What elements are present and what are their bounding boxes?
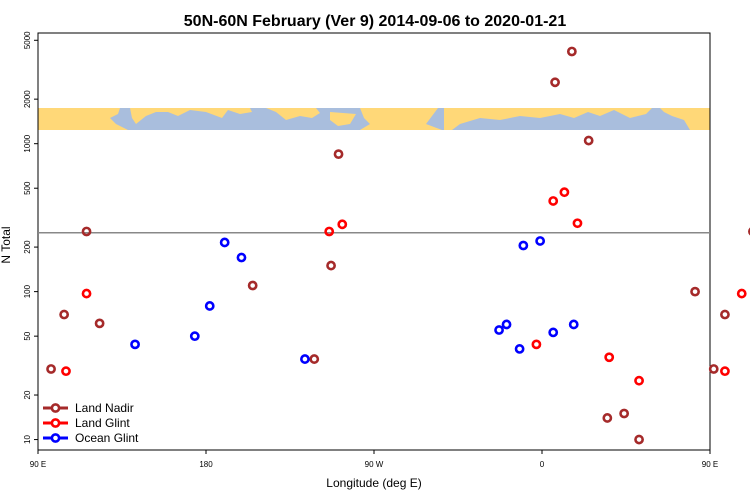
land-nadir-point bbox=[94, 318, 105, 329]
land-nadir-point bbox=[619, 408, 630, 419]
y-axis-label: N Total bbox=[0, 226, 13, 263]
land-glint-point bbox=[604, 352, 615, 363]
ocean-glint-point bbox=[535, 236, 546, 246]
map-land-asia bbox=[38, 108, 128, 130]
land-nadir-point bbox=[81, 226, 92, 237]
land-glint-point bbox=[324, 226, 335, 237]
ocean-glint-point bbox=[501, 319, 512, 330]
land-glint-point bbox=[720, 366, 730, 377]
land-nadir-point bbox=[748, 227, 750, 236]
land-glint-point bbox=[548, 196, 559, 206]
data-points bbox=[46, 46, 750, 445]
land-glint-point bbox=[572, 218, 583, 229]
land-nadir-point bbox=[59, 309, 70, 320]
land-glint-point bbox=[61, 366, 71, 377]
y-tick-label: 20 bbox=[23, 390, 32, 399]
y-tick-label: 500 bbox=[23, 181, 32, 195]
legend-marker-land-glint bbox=[50, 418, 61, 428]
land-nadir-point bbox=[309, 354, 320, 364]
land-nadir-point bbox=[690, 286, 700, 297]
legend-label-land-nadir: Land Nadir bbox=[75, 401, 134, 415]
chart-title: 50N-60N February (Ver 9) 2014-09-06 to 2… bbox=[184, 13, 567, 30]
y-axis: 10 20 50 100 200 500 1000 2000 5000 bbox=[23, 31, 38, 444]
world-map-band bbox=[38, 108, 710, 130]
ocean-glint-point bbox=[548, 327, 559, 338]
x-tick-label: 180 bbox=[199, 460, 213, 469]
land-nadir-point bbox=[247, 280, 258, 291]
map-land-pacific-fringe bbox=[660, 108, 710, 130]
legend-marker-land-nadir bbox=[50, 403, 61, 413]
x-axis-label: Longitude (deg E) bbox=[326, 476, 421, 490]
ocean-glint-point bbox=[130, 339, 140, 350]
ocean-glint-point bbox=[300, 354, 310, 364]
map-land-greenland-europe bbox=[360, 108, 442, 130]
legend-marker-ocean-glint bbox=[50, 433, 61, 443]
land-nadir-point bbox=[550, 77, 560, 88]
land-nadir-point bbox=[583, 135, 594, 146]
y-tick-label: 100 bbox=[23, 284, 32, 298]
map-land-americas bbox=[266, 108, 356, 126]
y-tick-label: 2000 bbox=[23, 90, 32, 108]
legend-label-land-glint: Land Glint bbox=[75, 416, 130, 430]
land-glint-point bbox=[337, 219, 348, 230]
map-land-east-asia bbox=[130, 108, 252, 124]
ocean-glint-point bbox=[518, 240, 529, 251]
ocean-glint-point bbox=[204, 301, 215, 311]
plot-frame bbox=[37, 32, 711, 451]
x-tick-label: 0 bbox=[540, 460, 545, 469]
ocean-glint-point bbox=[189, 331, 200, 342]
x-tick-label: 90 W bbox=[365, 460, 384, 469]
land-nadir-point bbox=[333, 149, 344, 160]
land-nadir-point bbox=[720, 309, 730, 320]
land-glint-point bbox=[81, 288, 92, 299]
land-nadir-point bbox=[602, 413, 613, 423]
land-nadir-point bbox=[326, 260, 336, 271]
x-axis: 90 E 180 90 W 0 90 E bbox=[30, 450, 718, 469]
land-glint-point bbox=[559, 187, 570, 198]
ocean-glint-point bbox=[568, 319, 579, 330]
land-glint-point bbox=[736, 288, 747, 299]
map-land-eurasia bbox=[444, 108, 652, 130]
land-glint-point bbox=[634, 375, 644, 386]
land-nadir-point bbox=[566, 46, 577, 57]
ocean-glint-point bbox=[514, 344, 525, 354]
ocean-glint-point bbox=[494, 325, 504, 335]
x-tick-label: 90 E bbox=[702, 460, 718, 469]
y-tick-label: 200 bbox=[23, 240, 32, 254]
x-tick-label: 90 E bbox=[30, 460, 46, 469]
land-nadir-point bbox=[634, 434, 644, 445]
y-tick-label: 5000 bbox=[23, 31, 32, 49]
land-nadir-point bbox=[46, 364, 56, 374]
y-tick-label: 10 bbox=[23, 435, 32, 444]
y-tick-label: 1000 bbox=[23, 134, 32, 152]
land-nadir-point bbox=[708, 364, 719, 374]
ocean-glint-point bbox=[219, 237, 230, 248]
y-tick-label: 50 bbox=[23, 331, 32, 340]
land-glint-point bbox=[531, 339, 542, 350]
ocean-glint-point bbox=[236, 252, 247, 263]
legend-label-ocean-glint: Ocean Glint bbox=[75, 431, 139, 445]
